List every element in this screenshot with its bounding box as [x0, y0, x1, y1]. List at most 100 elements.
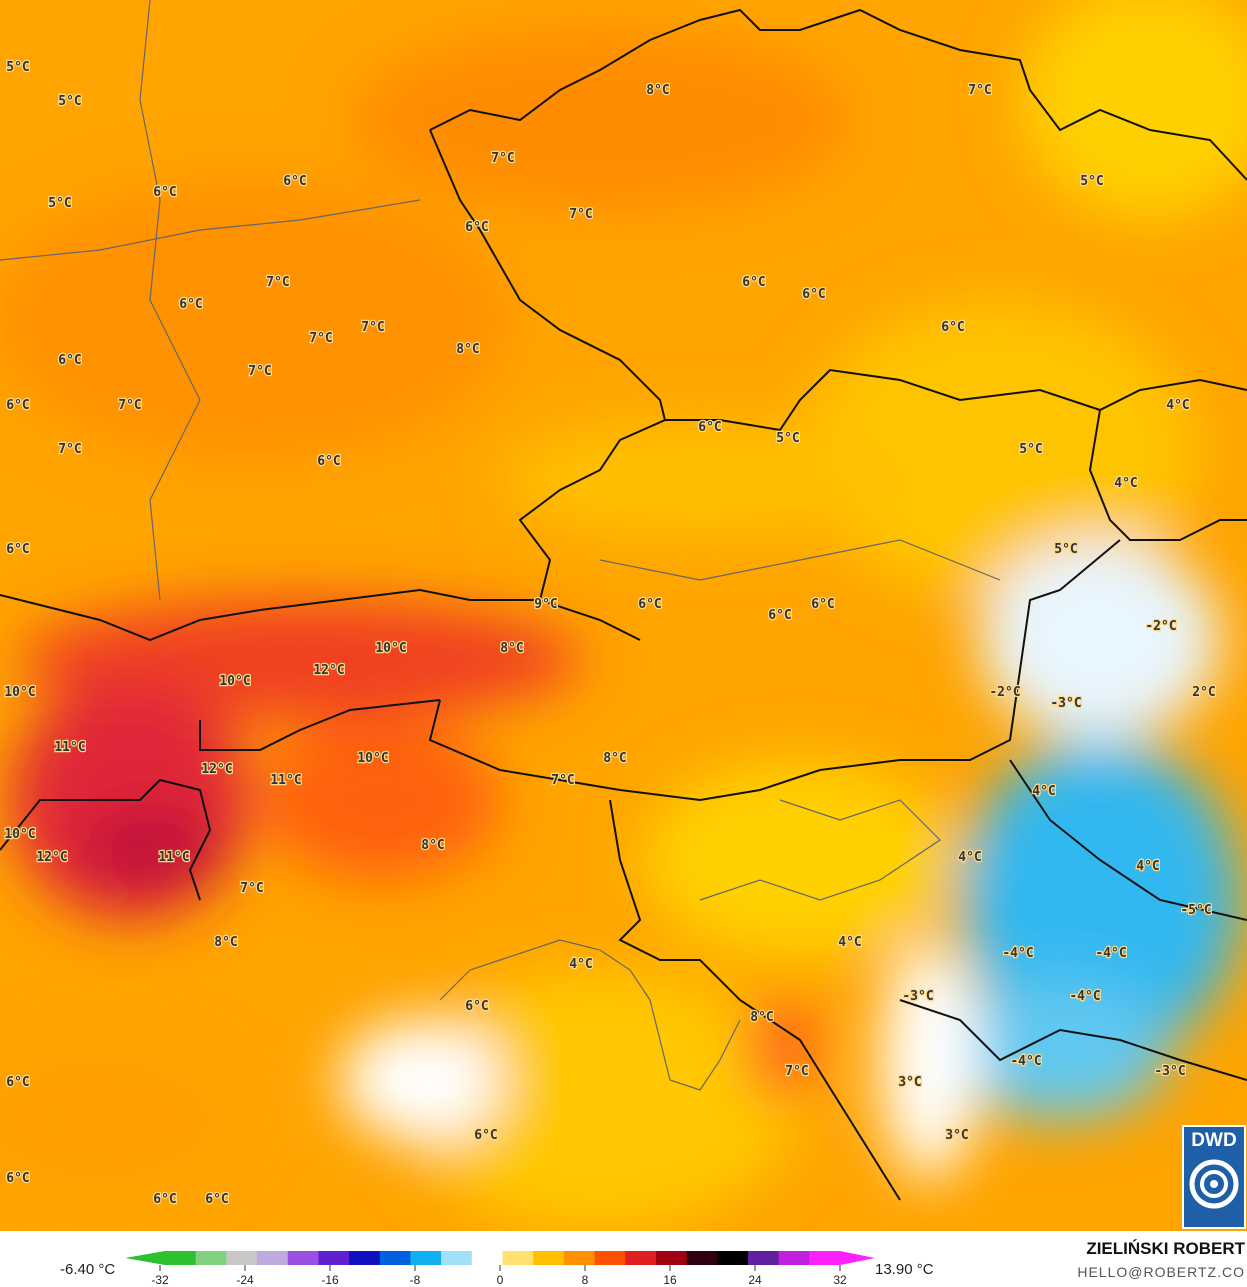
- colorbar-swatch: [594, 1251, 626, 1265]
- temperature-label: 6°C: [768, 608, 791, 623]
- temperature-field: [0, 0, 1247, 1230]
- temperature-label: 6°C: [465, 220, 488, 235]
- temperature-label: 4°C: [1114, 476, 1137, 491]
- temperature-labels: 5°C 5°C 8°C 7°C 7°C 6°C 6°C 5°C 5°C 7°C 6°C 7°C 6°C 6…: [3, 59, 1217, 1209]
- temperature-label: 8°C: [421, 838, 444, 853]
- temperature-label: 7°C: [491, 151, 514, 166]
- temperature-label: -4°C: [1069, 989, 1100, 1004]
- colorbar-swatch: [747, 1251, 780, 1265]
- colorbar-swatch: [502, 1251, 534, 1265]
- temperature-label: -4°C: [1002, 946, 1033, 961]
- temperature-label: 6°C: [698, 420, 721, 435]
- colorbar-swatch: [226, 1251, 258, 1265]
- temperature-label: 2°C: [1192, 685, 1215, 700]
- colorbar-tick-label: -24: [236, 1273, 254, 1287]
- colorbar-tick-label: 0: [497, 1273, 504, 1287]
- temperature-label: 5°C: [1054, 542, 1077, 557]
- temperature-label: 6°C: [153, 185, 176, 200]
- temperature-label: 7°C: [551, 773, 574, 788]
- colorbar-swatch: [686, 1251, 718, 1265]
- temperature-label: 5°C: [776, 431, 799, 446]
- temperature-label: 12°C: [313, 663, 344, 678]
- color-legend: -6.40 °C -32 -24 -16 -8 0 8 16 24 32 13.90 °C ZI…: [0, 1231, 1247, 1287]
- temperature-label: 6°C: [317, 454, 340, 469]
- temperature-label: 4°C: [838, 935, 861, 950]
- temperature-label: 6°C: [742, 275, 765, 290]
- colorbar-swatch: [410, 1251, 442, 1265]
- colorbar-tick-label: 24: [748, 1273, 762, 1287]
- temperature-label: 6°C: [205, 1192, 228, 1207]
- colorbar-tick-label: 16: [663, 1273, 677, 1287]
- author-email: HELLO@ROBERTZ.CO: [1077, 1264, 1245, 1280]
- temperature-label: 7°C: [118, 398, 141, 413]
- temperature-label: 7°C: [266, 275, 289, 290]
- temperature-label: -2°C: [1145, 619, 1176, 634]
- temperature-label: 6°C: [6, 542, 29, 557]
- temperature-label: 7°C: [240, 881, 263, 896]
- temperature-label: 3°C: [945, 1128, 968, 1143]
- colorbar-swatch: [287, 1251, 319, 1265]
- temperature-label: 12°C: [36, 850, 67, 865]
- colorbar-swatch: [165, 1251, 197, 1265]
- colorbar-tick-label: 8: [582, 1273, 589, 1287]
- temperature-label: 7°C: [785, 1064, 808, 1079]
- colorbar-tick-label: -8: [410, 1273, 421, 1287]
- colorbar-swatch: [625, 1251, 657, 1265]
- temperature-map: 5°C 5°C 8°C 7°C 7°C 6°C 6°C 5°C 5°C 7°C 6°C 7°C 6°C 6…: [0, 0, 1247, 1231]
- temperature-label: 6°C: [465, 999, 488, 1014]
- temperature-label: -3°C: [1050, 696, 1081, 711]
- temperature-label: 10°C: [219, 674, 250, 689]
- temperature-label: 6°C: [283, 174, 306, 189]
- temperature-label: 5°C: [6, 60, 29, 75]
- colorbar-tick-label: -16: [321, 1273, 339, 1287]
- temperature-label: 8°C: [750, 1010, 773, 1025]
- temperature-label: 5°C: [1019, 442, 1042, 457]
- temperature-label: 8°C: [456, 342, 479, 357]
- temperature-label: 6°C: [6, 398, 29, 413]
- temperature-label: 3°C: [898, 1075, 921, 1090]
- temperature-label: -3°C: [902, 989, 933, 1004]
- temperature-label: 5°C: [58, 94, 81, 109]
- colorbar-swatch: [195, 1251, 227, 1265]
- dwd-logo: DWD: [1182, 1125, 1246, 1229]
- temperature-label: 7°C: [58, 442, 81, 457]
- colorbar-swatch: [809, 1251, 841, 1265]
- colorbar-swatch: [717, 1251, 749, 1265]
- temperature-label: 6°C: [811, 597, 834, 612]
- temperature-label: 4°C: [1166, 398, 1189, 413]
- temperature-label: 5°C: [1080, 174, 1103, 189]
- temperature-label: 7°C: [309, 331, 332, 346]
- temperature-label: 11°C: [54, 740, 85, 755]
- temperature-label: 7°C: [569, 207, 592, 222]
- country-borders: [0, 8, 1247, 1201]
- colorbar-swatch: [533, 1251, 565, 1265]
- colorbar-min-arrow: [125, 1251, 165, 1265]
- temperature-label: 8°C: [500, 641, 523, 656]
- temperature-label: -4°C: [1095, 946, 1126, 961]
- temperature-label: 6°C: [6, 1075, 29, 1090]
- temperature-label: 4°C: [1032, 784, 1055, 799]
- legend-min-value: -6.40 °C: [60, 1261, 116, 1278]
- dwd-logo-text: DWD: [1191, 1130, 1237, 1151]
- temperature-label: 10°C: [357, 751, 388, 766]
- temperature-label: 9°C: [534, 597, 557, 612]
- temperature-label: 7°C: [361, 320, 384, 335]
- temperature-label: 11°C: [270, 773, 301, 788]
- temperature-label: -4°C: [1010, 1054, 1041, 1069]
- colorbar-swatch: [379, 1251, 411, 1265]
- temperature-label: -5°C: [1180, 903, 1211, 918]
- colorbar-max-arrow: [840, 1251, 875, 1265]
- legend-max-value: 13.90 °C: [875, 1261, 934, 1278]
- temperature-label: 6°C: [638, 597, 661, 612]
- temperature-label: 8°C: [214, 935, 237, 950]
- colorbar-swatch: [655, 1251, 688, 1265]
- colorbar-swatch: [563, 1251, 596, 1265]
- temperature-label: 8°C: [603, 751, 626, 766]
- colorbar-tick-label: 32: [833, 1273, 847, 1287]
- temperature-label: 6°C: [941, 320, 964, 335]
- temperature-label: 6°C: [474, 1128, 497, 1143]
- temperature-label: 8°C: [646, 83, 669, 98]
- colorbar-swatch: [471, 1251, 503, 1265]
- temperature-label: 6°C: [179, 297, 202, 312]
- colorbar-swatch: [318, 1251, 350, 1265]
